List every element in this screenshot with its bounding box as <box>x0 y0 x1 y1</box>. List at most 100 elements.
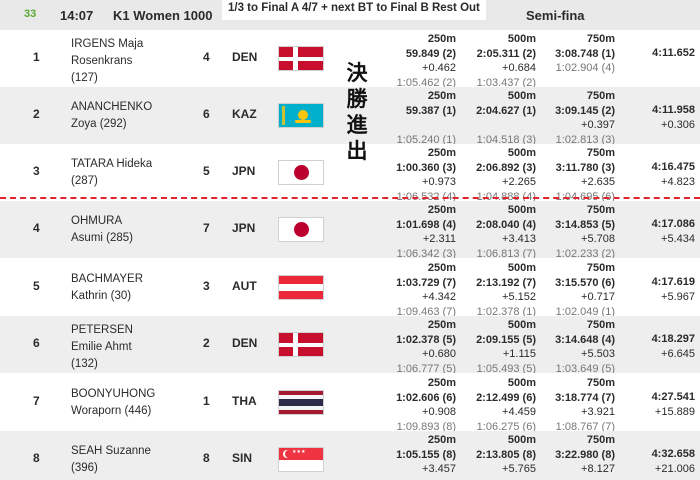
split-750m: 750m 3:08.748 (1) 1:02.904 (4) <box>555 33 615 74</box>
athlete-name-line: IRGENS Maja <box>71 38 144 50</box>
lane: 7 <box>203 221 210 235</box>
athlete-name: TATARA Hideka (287) <box>71 156 152 190</box>
banner-char: 進 <box>346 113 368 137</box>
japan-flag-icon <box>278 217 324 242</box>
table-row: 1 IRGENS Maja Rosenkrans (127) 4 DEN 250… <box>0 30 700 87</box>
nation-code: AUT <box>232 279 257 293</box>
rank: 8 <box>33 451 40 465</box>
lane: 3 <box>203 279 210 293</box>
split-750m: 750m 3:14.648 (4) +5.503 1:03.649 (5) <box>555 319 615 373</box>
split-250m: 250m 1:00.360 (3) +0.973 1:06.532 (4) <box>396 147 456 201</box>
athlete-name-line: Rosenkrans <box>71 55 133 67</box>
athlete-name-line: SEAH Suzanne <box>71 445 151 457</box>
split-500m: 500m 2:05.311 (2) +0.684 1:03.437 (2) <box>476 33 536 87</box>
singapore-flag-icon: ★★★ <box>278 447 324 472</box>
table-row: 4 OHMURA Asumi (285) 7 JPN 250m 1:01.698 … <box>0 201 700 258</box>
lane: 5 <box>203 164 210 178</box>
split-500m: 500m 2:08.040 (4) +3.413 1:06.813 (7) <box>476 204 536 258</box>
athlete-name-line: Kathrin (30) <box>71 290 132 302</box>
split-250m: 250m 1:03.729 (7) +4.342 1:09.463 (7) <box>396 262 456 316</box>
nation-code: DEN <box>232 50 258 64</box>
split-250m: 250m 1:02.606 (6) +0.908 1:09.893 (8) <box>396 377 456 431</box>
rank: 7 <box>33 394 40 408</box>
split-250m: 250m 1:02.378 (5) +0.680 1:06.777 (5) <box>396 319 456 373</box>
table-row: 2 ANANCHENKO Zoya (292) 6 KAZ 250m 59.387… <box>0 87 700 144</box>
lane: 2 <box>203 336 210 350</box>
finish-time: 4:32.658 +21.006 <box>651 448 695 475</box>
athlete-name-line: OHMURA <box>71 215 123 227</box>
banner-char: 出 <box>346 139 368 163</box>
athlete-name-line: (396) <box>71 462 98 474</box>
japan-flag-icon <box>278 160 324 185</box>
athlete-name: ANANCHENKO Zoya (292) <box>71 99 152 133</box>
split-750m: 750m 3:14.853 (5) +5.708 1:02.233 (2) <box>555 204 615 258</box>
rank: 1 <box>33 50 40 64</box>
denmark-flag-icon <box>278 46 324 71</box>
split-250m: 250m 59.387 (1) 1:05.240 (1) <box>396 90 456 144</box>
qualification-rule: 1/3 to Final A 4/7 + next BT to Final B … <box>222 0 486 20</box>
athlete-name-line: BACHMAYER <box>71 273 143 285</box>
split-500m: 500m 2:12.499 (6) +4.459 1:06.275 (6) <box>476 377 536 431</box>
race-number: 33 <box>24 8 37 20</box>
nation-code: JPN <box>232 221 256 235</box>
split-500m: 500m 2:09.155 (5) +1.115 1:05.493 (5) <box>476 319 536 373</box>
split-500m: 500m 2:13.805 (8) +5.765 <box>476 434 536 475</box>
banner-char: 決 <box>346 61 368 85</box>
race-phase: Semi-fina <box>526 8 585 23</box>
split-250m: 250m 59.849 (2) +0.462 1:05.462 (2) <box>396 33 456 87</box>
event-name: K1 Women 1000 <box>113 8 213 23</box>
lane: 1 <box>203 394 210 408</box>
split-250m: 250m 1:01.698 (4) +2.311 1:06.342 (3) <box>396 204 456 258</box>
athlete-name: BOONYUHONG Woraporn (446) <box>71 386 155 420</box>
athlete-name-line: Emilie Ahmt <box>71 341 132 353</box>
nation-code: SIN <box>232 451 253 465</box>
austria-flag-icon <box>278 275 324 300</box>
banner-char: 勝 <box>346 87 368 111</box>
athlete-name-line: BOONYUHONG <box>71 388 156 400</box>
split-750m: 750m 3:09.145 (2) +0.397 1:02.813 (3) <box>555 90 615 144</box>
athlete-name-line: TATARA Hideka <box>71 158 153 170</box>
race-time: 14:07 <box>60 8 94 23</box>
rank: 2 <box>33 107 40 121</box>
kazakhstan-flag-icon <box>278 103 324 128</box>
finish-time: 4:11.652 <box>652 47 695 59</box>
athlete-name: PETERSEN Emilie Ahmt (132) <box>71 322 133 373</box>
athlete-name-line: PETERSEN <box>71 324 133 336</box>
table-row: 5 BACHMAYER Kathrin (30) 3 AUT 250m 1:03.… <box>0 259 700 316</box>
split-750m: 750m 3:18.774 (7) +3.921 1:08.767 (7) <box>555 377 615 431</box>
table-row: 8 SEAH Suzanne (396) 8 SIN ★★★ 250m 1:05.… <box>0 431 700 480</box>
lane: 4 <box>203 50 210 64</box>
finish-time: 4:17.086 +5.434 <box>651 218 695 245</box>
finish-time: 4:17.619 +5.967 <box>651 276 695 303</box>
athlete-name: OHMURA Asumi (285) <box>71 213 133 247</box>
split-250m: 250m 1:05.155 (8) +3.457 <box>396 434 456 475</box>
athlete-name: SEAH Suzanne (396) <box>71 443 151 477</box>
athlete-name: BACHMAYER Kathrin (30) <box>71 271 143 305</box>
finish-time: 4:18.297 +6.645 <box>651 333 695 360</box>
split-750m: 750m 3:11.780 (3) +2.635 1:04.695 (6) <box>555 147 615 201</box>
nation-code: JPN <box>232 164 256 178</box>
split-750m: 750m 3:15.570 (6) +0.717 1:02.049 (1) <box>555 262 615 316</box>
lane: 6 <box>203 107 210 121</box>
split-500m: 500m 2:06.892 (3) +2.265 1:04.888 (4) <box>476 147 536 201</box>
split-750m: 750m 3:22.980 (8) +8.127 <box>555 434 615 475</box>
nation-code: KAZ <box>232 107 257 121</box>
final-qualified-banner: 決 勝 進 出 <box>345 60 369 164</box>
athlete-name-line: (127) <box>71 72 98 84</box>
rank: 4 <box>33 221 40 235</box>
table-row: 3 TATARA Hideka (287) 5 JPN 250m 1:00.360… <box>0 144 700 201</box>
denmark-flag-icon <box>278 332 324 357</box>
lane: 8 <box>203 451 210 465</box>
nation-code: DEN <box>232 336 258 350</box>
table-row: 6 PETERSEN Emilie Ahmt (132) 2 DEN 250m 1… <box>0 316 700 373</box>
athlete-name-line: (287) <box>71 175 98 187</box>
nation-code: THA <box>232 394 257 408</box>
athlete-name-line: (132) <box>71 358 98 370</box>
athlete-name-line: Asumi (285) <box>71 232 133 244</box>
results-header: 33 14:07 K1 Women 1000 1/3 to Final A 4/… <box>0 0 700 30</box>
athlete-name-line: Woraporn (446) <box>71 405 152 417</box>
finish-time: 4:16.475 +4.823 <box>651 161 695 188</box>
athlete-name-line: ANANCHENKO <box>71 101 153 113</box>
finish-time: 4:11.958 +0.306 <box>652 104 695 131</box>
rank: 6 <box>33 336 40 350</box>
